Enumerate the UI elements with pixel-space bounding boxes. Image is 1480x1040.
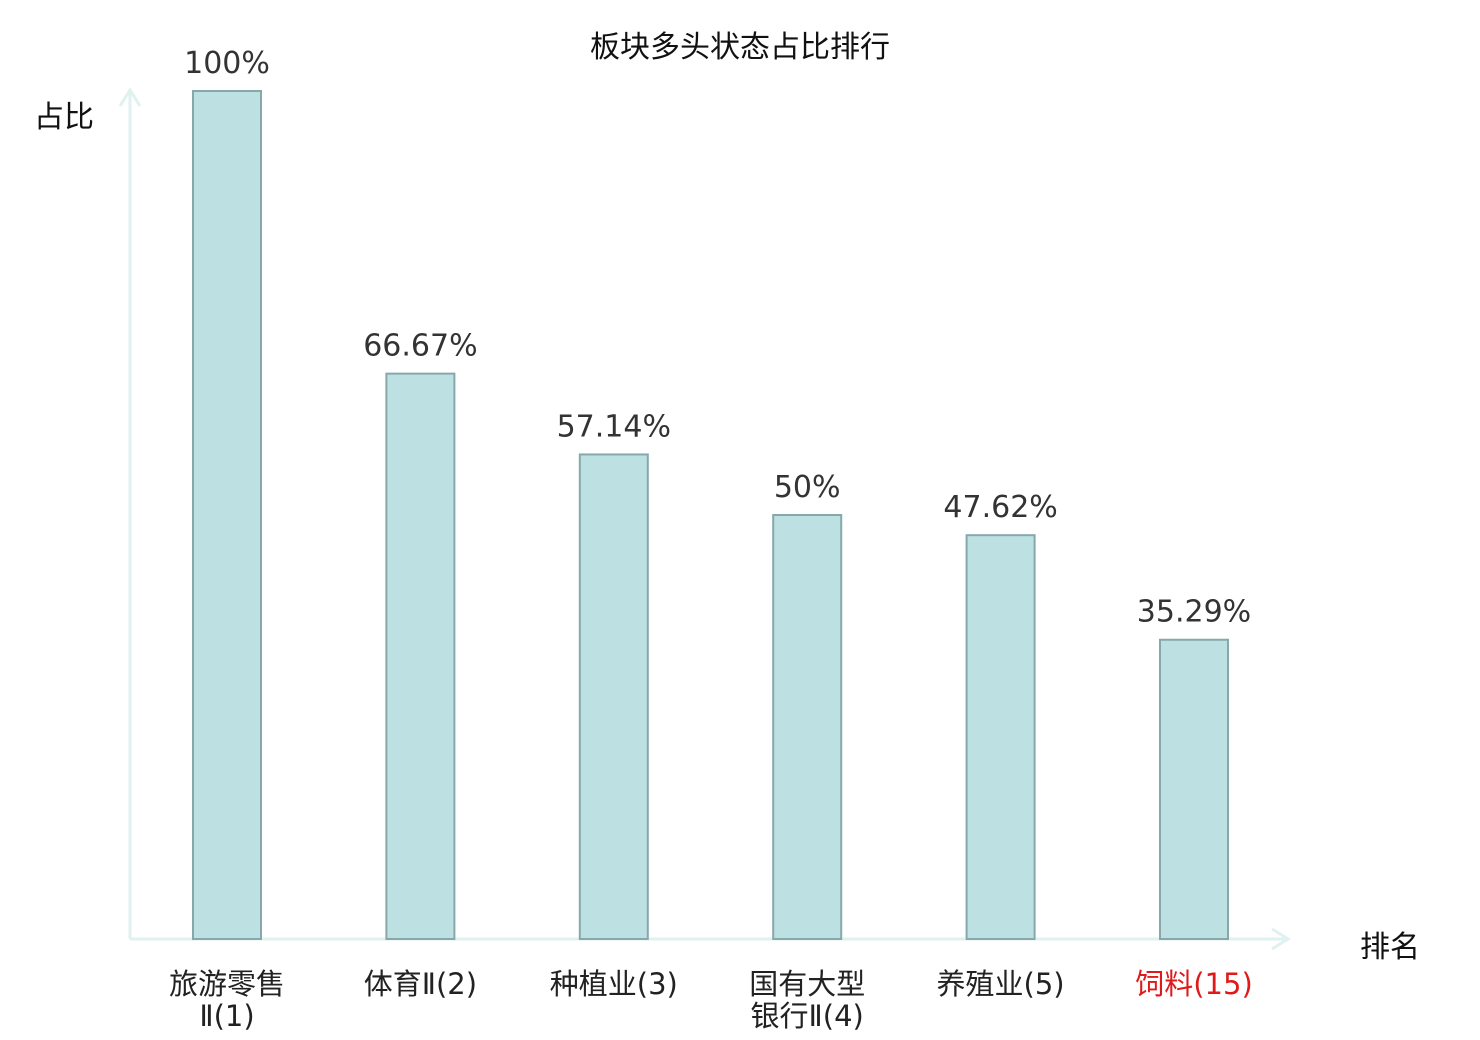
category-label: 饲料(15) xyxy=(1135,967,1253,1001)
bar xyxy=(192,90,262,940)
category-label: 国有大型 xyxy=(749,967,865,1001)
chart-title: 板块多头状态占比排行 xyxy=(590,30,890,65)
x-axis-arrow-icon xyxy=(1271,927,1291,951)
value-labels-group: 100% 66.67% 57.14% 50% 47.62% 35.29% xyxy=(184,46,1251,630)
bars-group xyxy=(192,90,1229,940)
bar xyxy=(1159,638,1229,940)
value-label: 66.67% xyxy=(363,329,477,364)
bar xyxy=(965,534,1036,940)
bar xyxy=(578,453,649,940)
category-label: 旅游零售 xyxy=(169,967,285,1001)
bar xyxy=(385,372,456,940)
value-label: 50% xyxy=(774,470,841,505)
axes xyxy=(118,87,1291,951)
category-label: 银行Ⅱ(4) xyxy=(751,999,864,1033)
y-axis-label: 占比 xyxy=(34,100,94,135)
category-label: 养殖业(5) xyxy=(937,967,1065,1001)
bar xyxy=(772,514,843,940)
value-label: 57.14% xyxy=(557,409,671,444)
value-label: 47.62% xyxy=(943,490,1057,525)
category-label: 种植业(3) xyxy=(550,967,678,1001)
x-axis-label: 排名 xyxy=(1360,930,1420,965)
value-label: 100% xyxy=(184,46,270,81)
category-label: 体育Ⅱ(2) xyxy=(364,967,477,1001)
value-label: 35.29% xyxy=(1137,595,1251,630)
y-axis-arrow-icon xyxy=(118,87,142,107)
category-label: Ⅱ(1) xyxy=(199,999,254,1033)
